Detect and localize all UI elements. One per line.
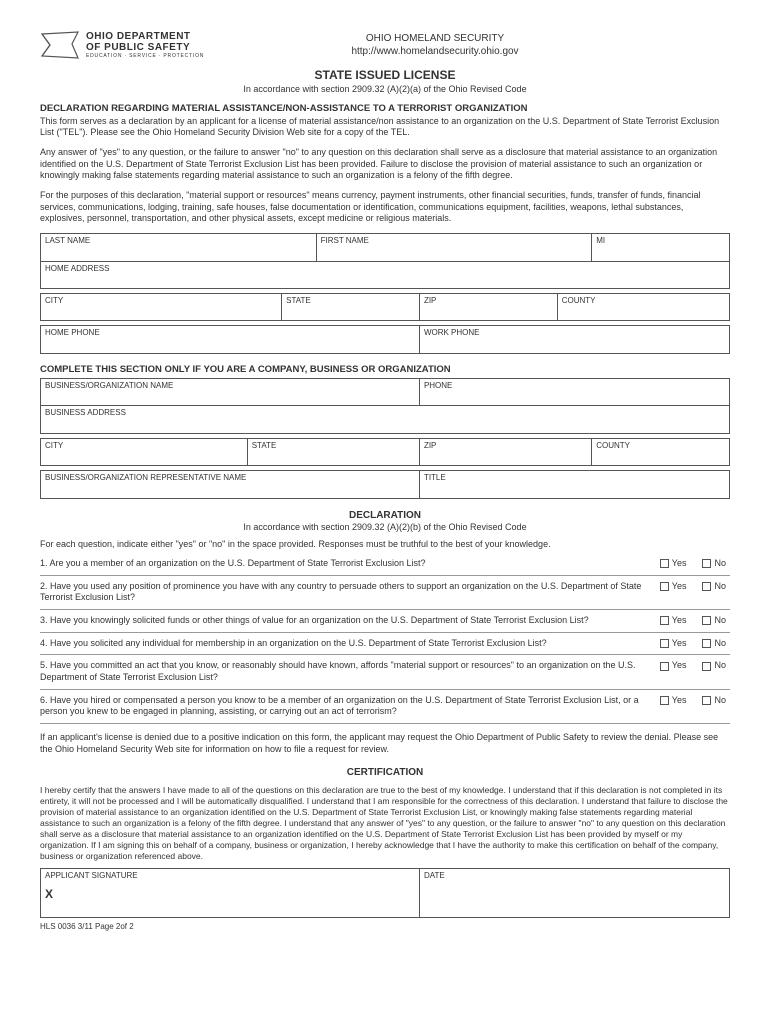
checkbox-yes[interactable]: Yes: [660, 615, 687, 627]
question-options: Yes No: [660, 615, 730, 627]
question-row: 2. Have you used any position of promine…: [40, 576, 730, 610]
business-table-1: BUSINESS/ORGANIZATION NAME PHONE BUSINES…: [40, 378, 730, 434]
business-table-2: CITY STATE ZIP COUNTY: [40, 438, 730, 466]
checkbox-yes[interactable]: Yes: [660, 695, 687, 718]
field-state[interactable]: STATE: [282, 293, 420, 320]
field-last-name[interactable]: LAST NAME: [41, 234, 317, 261]
field-home-address[interactable]: HOME ADDRESS: [41, 261, 730, 288]
checkbox-no[interactable]: No: [702, 638, 726, 650]
field-date[interactable]: DATE: [419, 868, 729, 917]
question-row: 5. Have you committed an act that you kn…: [40, 655, 730, 689]
personal-info-table-3: HOME PHONE WORK PHONE: [40, 325, 730, 353]
para1: This form serves as a declaration by an …: [40, 116, 730, 139]
header-center: OHIO HOMELAND SECURITY http://www.homela…: [240, 30, 630, 58]
question-row: 4. Have you solicited any individual for…: [40, 633, 730, 656]
signature-table: APPLICANT SIGNATURE X DATE: [40, 868, 730, 918]
question-options: Yes No: [660, 581, 730, 604]
title-main: STATE ISSUED LICENSE: [40, 68, 730, 84]
field-county[interactable]: COUNTY: [557, 293, 729, 320]
title-sub: In accordance with section 2909.32 (A)(2…: [40, 84, 730, 96]
checkbox-yes[interactable]: Yes: [660, 660, 687, 683]
para2: Any answer of "yes" to any question, or …: [40, 147, 730, 182]
field-city[interactable]: CITY: [41, 293, 282, 320]
certification-text: I hereby certify that the answers I have…: [40, 785, 730, 862]
checkbox-no[interactable]: No: [702, 695, 726, 718]
agency-name: OHIO HOMELAND SECURITY: [240, 32, 630, 45]
footer-text: HLS 0036 3/11 Page 2of 2: [40, 922, 730, 932]
logo-block: OHIO DEPARTMENT OF PUBLIC SAFETY EDUCATI…: [40, 30, 240, 60]
personal-info-table-2: CITY STATE ZIP COUNTY: [40, 293, 730, 321]
declaration-intro: For each question, indicate either "yes"…: [40, 539, 730, 551]
question-row: 3. Have you knowingly solicited funds or…: [40, 610, 730, 633]
field-rep-title[interactable]: TITLE: [419, 471, 729, 498]
question-text: 2. Have you used any position of promine…: [40, 581, 660, 604]
question-text: 6. Have you hired or compensated a perso…: [40, 695, 660, 718]
question-text: 3. Have you knowingly solicited funds or…: [40, 615, 660, 627]
declaration-header: DECLARATION REGARDING MATERIAL ASSISTANC…: [40, 103, 730, 115]
question-row: 1. Are you a member of an organization o…: [40, 553, 730, 576]
checkbox-yes[interactable]: Yes: [660, 581, 687, 604]
declaration-title: DECLARATION: [40, 509, 730, 522]
question-options: Yes No: [660, 558, 730, 570]
field-bstate[interactable]: STATE: [247, 438, 419, 465]
date-label: DATE: [424, 871, 445, 880]
dept-tagline: EDUCATION · SERVICE · PROTECTION: [86, 53, 204, 60]
field-zip[interactable]: ZIP: [419, 293, 557, 320]
title-block: STATE ISSUED LICENSE In accordance with …: [40, 68, 730, 95]
business-table-3: BUSINESS/ORGANIZATION REPRESENTATIVE NAM…: [40, 470, 730, 498]
field-signature[interactable]: APPLICANT SIGNATURE X: [41, 868, 420, 917]
signature-x: X: [45, 887, 415, 903]
field-bzip[interactable]: ZIP: [419, 438, 591, 465]
business-section-header: COMPLETE THIS SECTION ONLY IF YOU ARE A …: [40, 364, 730, 376]
review-text: If an applicant's license is denied due …: [40, 732, 730, 755]
dept-line1: OHIO DEPARTMENT: [86, 31, 204, 42]
question-options: Yes No: [660, 695, 730, 718]
personal-info-table: LAST NAME FIRST NAME MI HOME ADDRESS: [40, 233, 730, 289]
question-text: 4. Have you solicited any individual for…: [40, 638, 660, 650]
field-first-name[interactable]: FIRST NAME: [316, 234, 592, 261]
field-org-phone[interactable]: PHONE: [419, 379, 729, 406]
agency-url: http://www.homelandsecurity.ohio.gov: [240, 45, 630, 58]
question-options: Yes No: [660, 660, 730, 683]
checkbox-no[interactable]: No: [702, 615, 726, 627]
declaration-sub: In accordance with section 2909.32 (A)(2…: [40, 522, 730, 534]
signature-label: APPLICANT SIGNATURE: [45, 871, 138, 880]
para3: For the purposes of this declaration, "m…: [40, 190, 730, 225]
field-home-phone[interactable]: HOME PHONE: [41, 326, 420, 353]
question-options: Yes No: [660, 638, 730, 650]
checkbox-no[interactable]: No: [702, 660, 726, 683]
field-mi[interactable]: MI: [592, 234, 730, 261]
checkbox-no[interactable]: No: [702, 558, 726, 570]
question-text: 5. Have you committed an act that you kn…: [40, 660, 660, 683]
checkbox-no[interactable]: No: [702, 581, 726, 604]
header-row: OHIO DEPARTMENT OF PUBLIC SAFETY EDUCATI…: [40, 30, 730, 60]
field-rep-name[interactable]: BUSINESS/ORGANIZATION REPRESENTATIVE NAM…: [41, 471, 420, 498]
field-business-address[interactable]: BUSINESS ADDRESS: [41, 406, 730, 433]
question-row: 6. Have you hired or compensated a perso…: [40, 690, 730, 724]
question-text: 1. Are you a member of an organization o…: [40, 558, 660, 570]
field-bcounty[interactable]: COUNTY: [592, 438, 730, 465]
field-org-name[interactable]: BUSINESS/ORGANIZATION NAME: [41, 379, 420, 406]
ohio-flag-icon: [40, 30, 80, 60]
field-bcity[interactable]: CITY: [41, 438, 248, 465]
checkbox-yes[interactable]: Yes: [660, 638, 687, 650]
field-work-phone[interactable]: WORK PHONE: [419, 326, 729, 353]
checkbox-yes[interactable]: Yes: [660, 558, 687, 570]
dept-line2: OF PUBLIC SAFETY: [86, 42, 204, 53]
certification-title: CERTIFICATION: [40, 766, 730, 779]
